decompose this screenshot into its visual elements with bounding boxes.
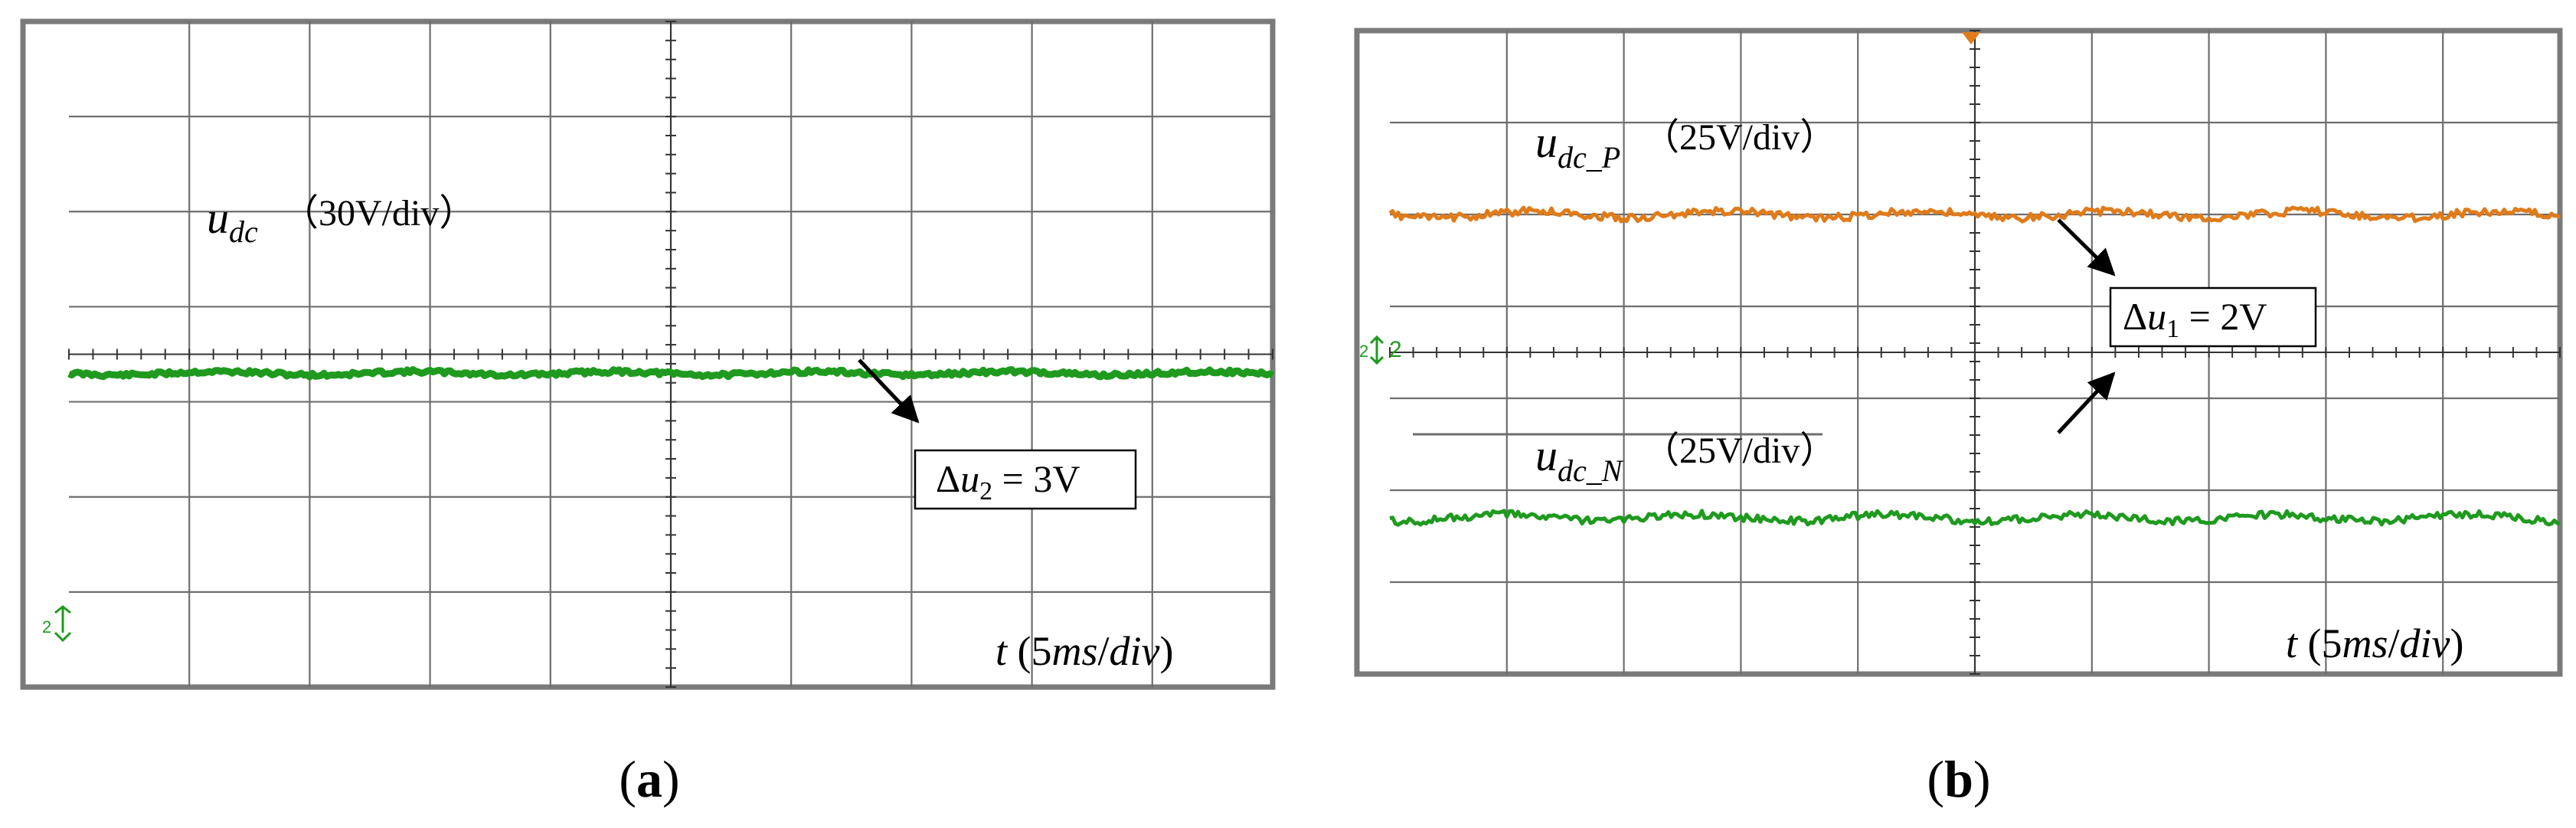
panel-a-series-udc [67,366,1274,381]
panel-b-trace-label-n-scale: （25V/div） [1643,430,1836,471]
panel-b-series-udc_N [1389,509,2561,527]
oscilloscope-panel-b: udc_P （25V/div） udc_N （25V/div） Δu1 = 2V… [1354,28,2563,808]
panel-b-time-axis-label: t (5ms/div) [2286,620,2464,666]
panel-a-trace-label-var: udc [207,193,258,249]
panel-b-trace-label-n-var: udc_N [1535,430,1624,488]
panel-a-caption: (a) [619,750,679,808]
panel-b-series [1388,205,2561,527]
panel-b-annotation-arrow-up [2057,371,2116,434]
svg-text:2: 2 [42,617,51,637]
panel-b-annotation-arrow-down [2057,218,2116,277]
panel-b-annotation-text: Δu1 = 2V [2123,295,2267,343]
panel-b-grid [1389,30,2561,675]
panel-a-annotation-text: Δu2 = 3V [936,457,1080,506]
panel-a-time-axis-label: t (5ms/div) [995,628,1174,674]
panel-a-series [67,366,1274,381]
panel-b-trace-label-p-var: udc_P [1535,117,1620,175]
svg-text:2: 2 [1359,342,1368,361]
panel-b-trace-label-p-scale: （25V/div） [1643,117,1836,158]
svg-text:2: 2 [1389,337,1402,362]
panel-b-trigger-marker [1962,32,1980,44]
panel-b-series-udc_P [1388,205,2561,224]
panel-a-channel-marker: 2 [42,605,72,643]
panel-b-channel-marker: 2 2 [1359,335,1402,365]
panel-b-annotation-box [2109,286,2317,348]
panel-b-caption: (b) [1927,750,1990,808]
panel-a-annotation-box [914,449,1137,510]
panel-a-annotation-arrow [858,358,920,424]
panel-a-trace-scale: （30V/div） [282,193,476,234]
oscilloscope-panel-a: udc （30V/div） Δu2 = 3V t (5ms/div) 2 (a) [20,18,1276,808]
